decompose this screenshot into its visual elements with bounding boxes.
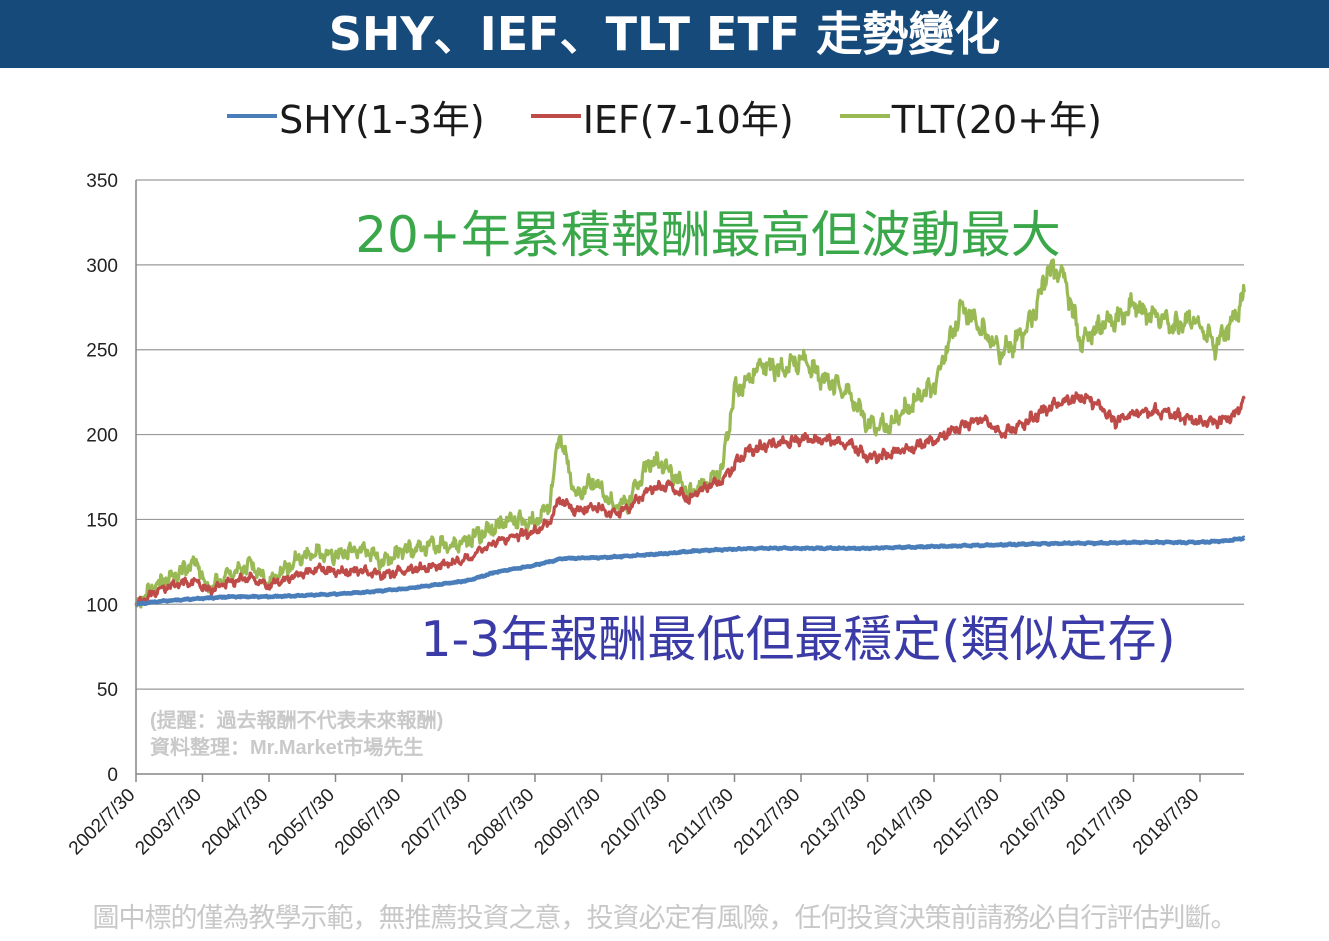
axis-layer: [135, 180, 1244, 782]
chart-title-banner: SHY、IEF、TLT ETF 走勢變化: [0, 0, 1329, 68]
series-line-tlt: [134, 258, 1246, 609]
y-tick-label: 250: [86, 341, 118, 362]
grid-layer: [136, 179, 1244, 690]
shy-annotation: 1-3年報酬最低但最穩定(類似定存): [420, 611, 1175, 668]
source-note: 資料整理：Mr.Market市場先生: [150, 735, 423, 759]
x-tick-label: 2005/7/30: [264, 785, 339, 860]
y-tick-label: 100: [86, 595, 118, 616]
legend-label-ief: IEF(7-10年): [582, 97, 794, 142]
footer-disclaimer: 圖中標的僅為教學示範，無推薦投資之意，投資必定有風險，任何投資決策前請務必自行評…: [92, 903, 1238, 934]
x-tick-label: 2017/7/30: [1062, 785, 1137, 860]
x-tick-label: 2016/7/30: [996, 785, 1071, 860]
x-tick-label: 2011/7/30: [664, 785, 738, 859]
chart-title: SHY、IEF、TLT ETF 走勢變化: [328, 7, 1001, 61]
legend-swatch-ief: [530, 114, 581, 118]
legend-swatch-tlt: [839, 114, 890, 118]
line-chart: 0501001502002503003502002/7/302003/7/302…: [65, 171, 1246, 860]
legend-item-shy: SHY(1-3年): [227, 89, 485, 144]
y-tick-label: 0: [107, 765, 118, 786]
x-tick-label: 2015/7/30: [929, 785, 1004, 860]
reminder-note: (提醒：過去報酬不代表未來報酬): [150, 708, 443, 732]
legend-label-tlt: TLT(20+年): [891, 97, 1102, 142]
tlt-annotation: 20+年累積報酬最高但波動最大: [355, 206, 1061, 264]
y-tick-label: 350: [86, 171, 118, 192]
legend-item-tlt: TLT(20+年): [839, 89, 1102, 144]
x-tick-label: 2009/7/30: [530, 785, 605, 860]
x-tick-label: 2010/7/30: [597, 785, 672, 860]
legend-swatch-shy: [227, 114, 278, 118]
x-tick-label: 2018/7/30: [1129, 785, 1204, 860]
y-tick-label: 150: [86, 510, 118, 531]
x-tick-label: 2006/7/30: [331, 785, 406, 860]
series-line-ief: [134, 391, 1246, 607]
y-tick-label: 50: [97, 680, 118, 701]
chart-legend: SHY(1-3年) IEF(7-10年) TLT(20+年): [0, 88, 1329, 144]
y-tick-label: 300: [86, 256, 118, 277]
x-tick-label: 2007/7/30: [397, 785, 472, 860]
x-tick-label: 2013/7/30: [796, 785, 871, 860]
x-tick-label: 2004/7/30: [198, 785, 273, 860]
x-tick-label: 2002/7/30: [65, 785, 140, 860]
y-tick-label: 200: [86, 426, 118, 447]
series-layer: [134, 258, 1246, 609]
legend-item-ief: IEF(7-10年): [530, 89, 794, 144]
x-tick-label: 2003/7/30: [131, 785, 206, 860]
x-tick-label: 2012/7/30: [730, 785, 805, 860]
x-tick-label: 2014/7/30: [863, 785, 938, 860]
x-tick-label: 2008/7/30: [464, 785, 539, 860]
legend-label-shy: SHY(1-3年): [279, 97, 485, 142]
series-line-shy: [134, 535, 1246, 607]
